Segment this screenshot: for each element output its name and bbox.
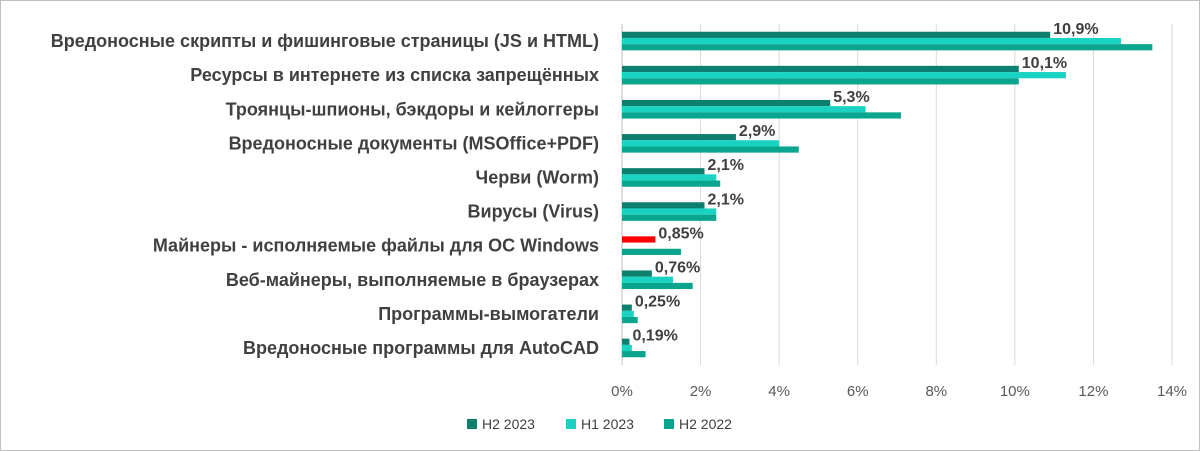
category-label: Ресурсы в интернете из списка запрещённы… <box>190 65 599 85</box>
x-tick-label: 2% <box>690 383 712 400</box>
x-tick-label: 6% <box>847 383 869 400</box>
bar-h2-2023 <box>622 99 831 107</box>
data-label: 0,25% <box>635 294 680 311</box>
bar-h1-2023 <box>622 106 866 113</box>
bar-h2-2023 <box>622 236 656 243</box>
x-tick-label: 14% <box>1157 383 1187 400</box>
bar-h2-2023 <box>622 168 705 175</box>
bar-h1-2023 <box>622 344 632 352</box>
data-label: 0,76% <box>655 259 700 276</box>
category-label: Вредоносные скрипты и фишинговые страниц… <box>51 31 599 51</box>
bar-h2-2023 <box>622 202 705 209</box>
category-label: Майнеры - исполняемые файлы для ОС Windo… <box>153 236 599 256</box>
bar-h2-2022 <box>622 248 681 255</box>
category-label: Вредоносные программы для AutoCAD <box>243 338 599 358</box>
data-label: 0,19% <box>632 328 677 345</box>
bar-h2-2023 <box>622 338 630 345</box>
legend-swatch <box>566 419 576 429</box>
x-tick-label: 0% <box>611 383 633 400</box>
category-label: Вирусы (Virus) <box>468 202 599 222</box>
bar-h1-2023 <box>622 276 674 283</box>
bar-h2-2022 <box>622 146 799 153</box>
bar-h2-2022 <box>622 112 901 119</box>
bar-h2-2023 <box>622 65 1019 73</box>
bar-h1-2023 <box>622 140 780 147</box>
category-label: Веб-майнеры, выполняемые в браузерах <box>226 270 599 290</box>
bar-h2-2022 <box>622 351 646 358</box>
legend-label: H2 2022 <box>679 416 732 432</box>
data-label: 5,3% <box>833 89 869 106</box>
bar-h2-2023 <box>622 134 736 141</box>
x-tick-label: 10% <box>1000 383 1030 400</box>
category-label: Троянцы-шпионы, бэкдоры и кейлоггеры <box>226 99 599 119</box>
category-label: Программы-вымогатели <box>378 304 599 324</box>
bar-h1-2023 <box>622 310 634 317</box>
x-tick-label: 8% <box>925 383 947 400</box>
data-label: 10,9% <box>1053 21 1098 38</box>
legend-label: H2 2023 <box>482 416 535 432</box>
data-label: 10,1% <box>1022 55 1067 72</box>
legend-swatch <box>664 419 674 429</box>
bar-h2-2022 <box>622 282 693 290</box>
data-label: 2,9% <box>739 123 775 140</box>
x-tick-label: 4% <box>768 383 790 400</box>
bar-h1-2023 <box>622 174 717 181</box>
legend-label: H1 2023 <box>581 416 634 432</box>
data-label: 2,1% <box>708 191 744 208</box>
bar-h2-2022 <box>622 78 1019 85</box>
bar-h2-2023 <box>622 270 652 277</box>
bar-h2-2022 <box>622 44 1153 51</box>
bar-h1-2023 <box>622 37 1121 45</box>
data-label: 0,85% <box>658 225 703 242</box>
bar-h1-2023 <box>622 72 1066 79</box>
bar-h1-2023 <box>622 208 717 215</box>
legend-swatch <box>467 419 477 429</box>
bar-h2-2022 <box>622 214 717 221</box>
category-label: Черви (Worm) <box>476 167 599 187</box>
bar-h2-2023 <box>622 31 1051 38</box>
data-label: 2,1% <box>708 157 744 174</box>
category-label: Вредоносные документы (MSOffice+PDF) <box>229 133 599 153</box>
bar-h2-2023 <box>622 304 632 311</box>
bar-h2-2022 <box>622 180 721 187</box>
x-tick-label: 12% <box>1078 383 1108 400</box>
bar-h2-2022 <box>622 316 638 324</box>
